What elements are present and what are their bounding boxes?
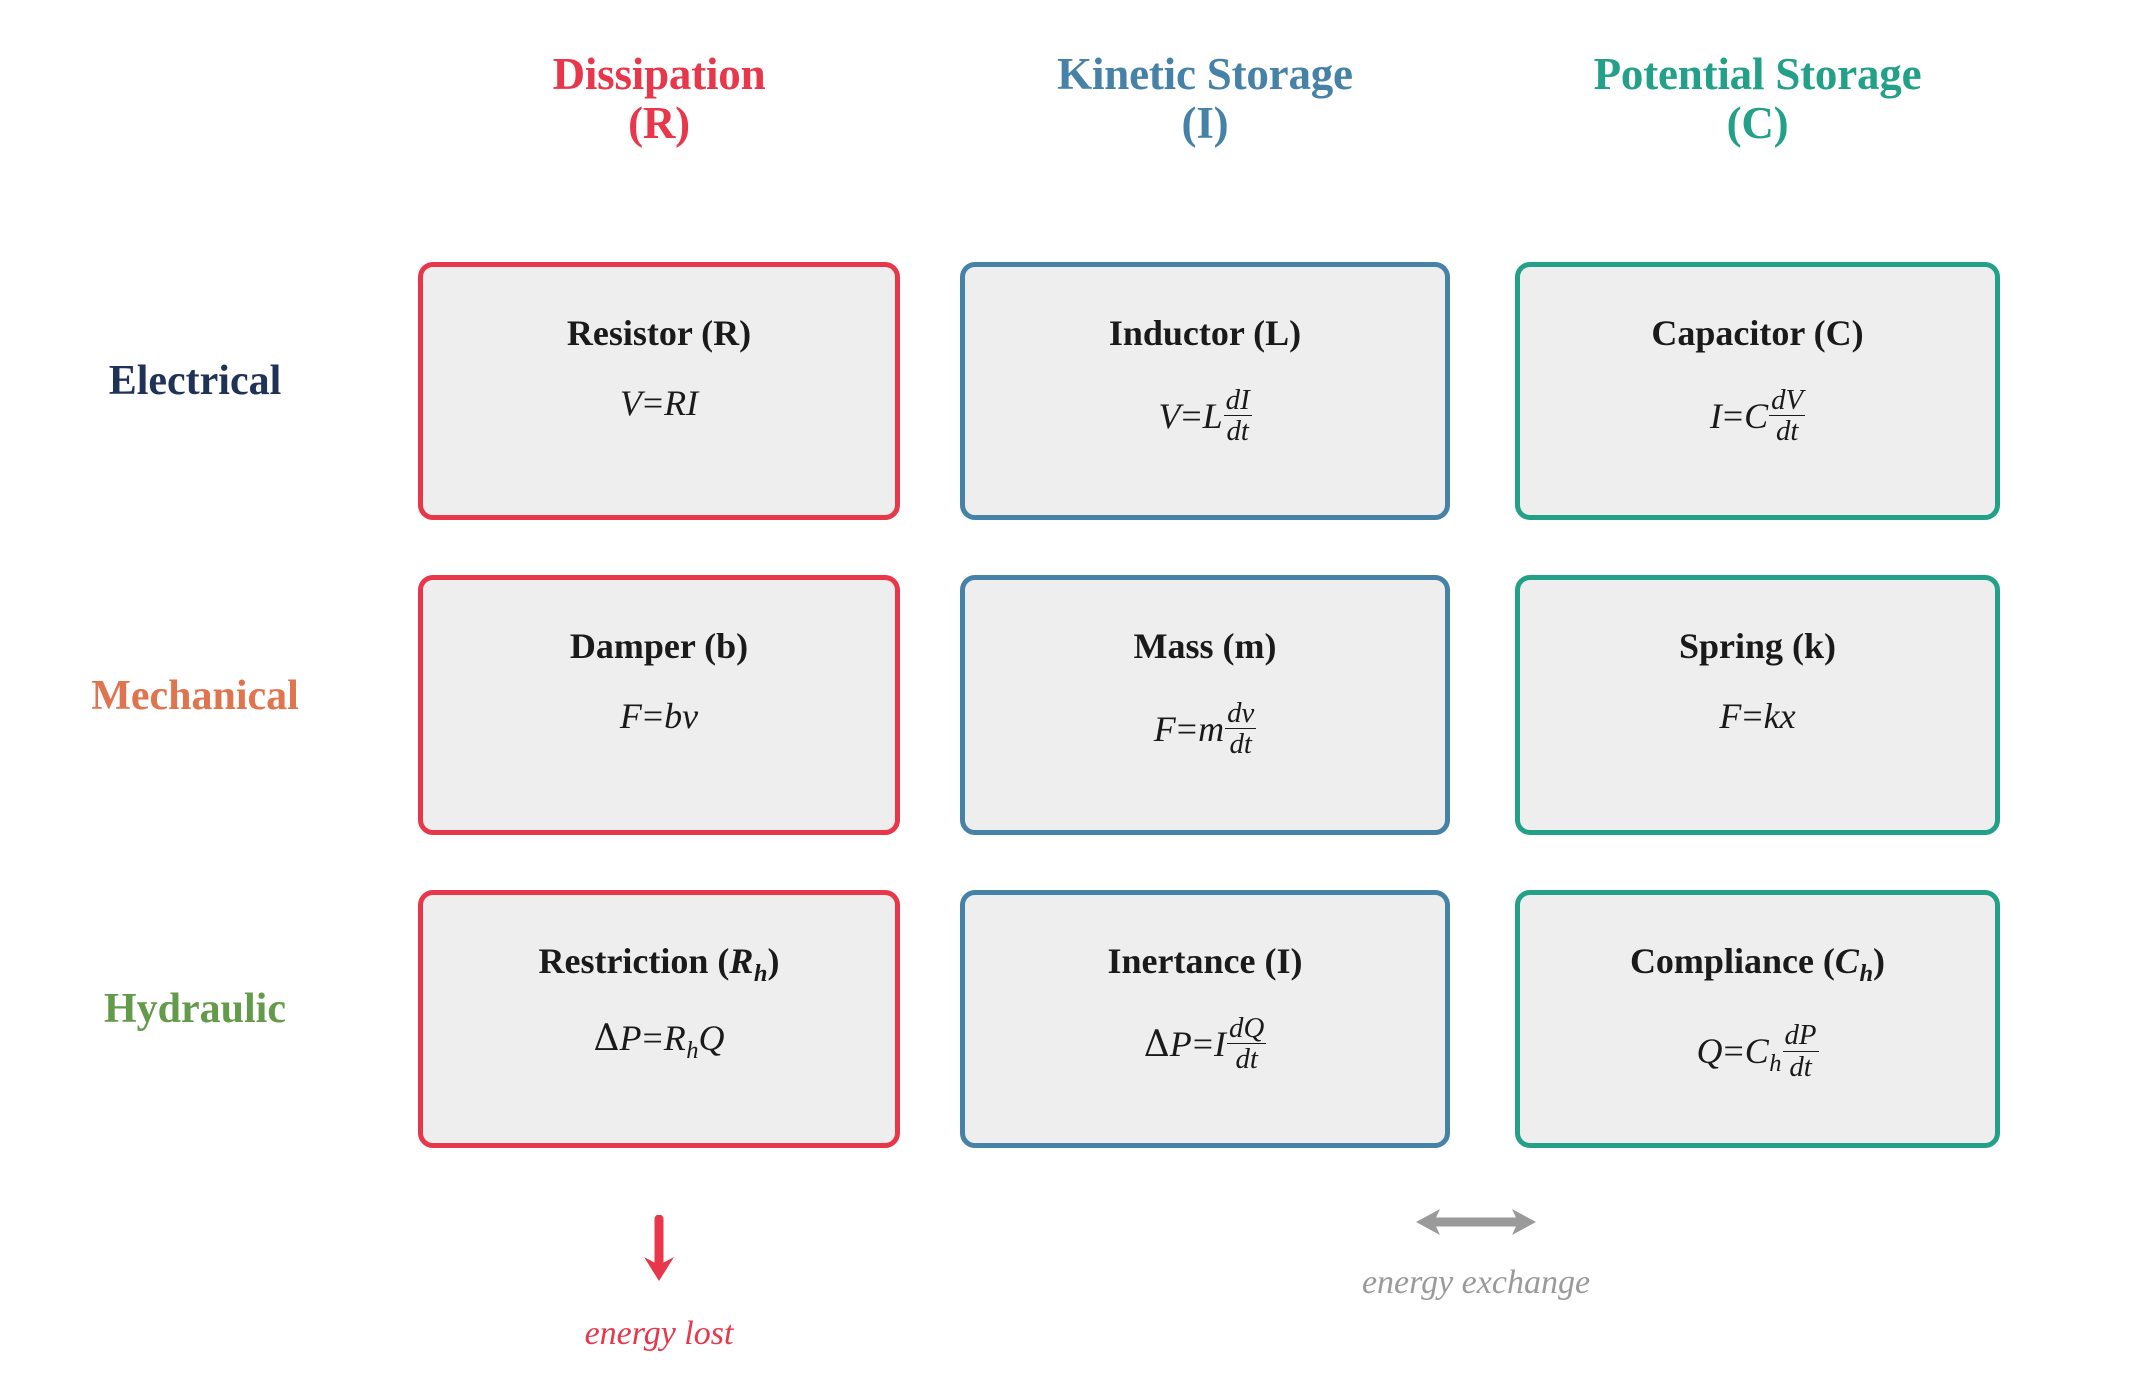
column-header-symbol: (C) — [1726, 97, 1789, 148]
cell-title: Mass (m) — [1133, 626, 1277, 666]
cell-title: Restriction (Rh) — [538, 941, 780, 987]
cell-equation: ΔP=RhQ — [593, 1018, 725, 1065]
row-label-hydraulic: Hydraulic — [103, 986, 286, 1032]
column-header-title: Kinetic Storage — [1057, 49, 1353, 99]
cell-title: Inductor (L) — [1108, 313, 1302, 353]
column-header-kinetic-storage: Kinetic Storage (I) — [960, 50, 1450, 147]
cell-equation: F=kx — [1719, 696, 1796, 736]
cell-hydraulic-potential[interactable]: Compliance (Ch) Q=Ch dP dt — [1515, 890, 2000, 1148]
cell-title: Inertance (I) — [1107, 941, 1303, 981]
arrow-down-icon — [418, 1215, 900, 1287]
cell-equation: F=bv — [619, 696, 699, 736]
cell-title: Spring (k) — [1678, 626, 1837, 666]
column-header-potential-storage: Potential Storage (C) — [1515, 50, 2000, 147]
cell-title: Damper (b) — [569, 626, 749, 666]
row-label-mechanical: Mechanical — [91, 673, 299, 719]
cell-electrical-dissipation[interactable]: Resistor (R) V=RI — [418, 262, 900, 520]
cell-title: Capacitor (C) — [1651, 313, 1864, 353]
cell-mechanical-potential[interactable]: Spring (k) F=kx — [1515, 575, 2000, 835]
row-label-electrical: Electrical — [108, 358, 282, 404]
column-header-title: Dissipation — [552, 49, 766, 99]
cell-electrical-kinetic[interactable]: Inductor (L) V=L dI dt — [960, 262, 1450, 520]
cell-title: Compliance (Ch) — [1629, 941, 1886, 987]
column-header-title: Potential Storage — [1593, 49, 1922, 99]
cell-hydraulic-dissipation[interactable]: Restriction (Rh) ΔP=RhQ — [418, 890, 900, 1148]
cell-mechanical-kinetic[interactable]: Mass (m) F=m dv dt — [960, 575, 1450, 835]
cell-mechanical-dissipation[interactable]: Damper (b) F=bv — [418, 575, 900, 835]
column-header-symbol: (R) — [628, 97, 690, 148]
cell-electrical-potential[interactable]: Capacitor (C) I=C dV dt — [1515, 262, 2000, 520]
arrow-left-right-icon — [1235, 1200, 1717, 1244]
annotation-label: energy exchange — [1361, 1264, 1591, 1301]
cell-equation: V=L dI dt — [1158, 384, 1252, 448]
cell-title: Resistor (R) — [566, 313, 752, 353]
cell-equation: ΔP=I dQ dt — [1143, 1012, 1267, 1076]
column-header-dissipation: Dissipation (R) — [418, 50, 900, 147]
annotation-energy-exchange: energy exchange — [1235, 1200, 1717, 1300]
cell-equation: I=C dV dt — [1709, 384, 1806, 448]
annotation-label: energy lost — [584, 1315, 734, 1352]
annotation-energy-lost: energy lost — [418, 1215, 900, 1351]
cell-equation: F=m dv dt — [1153, 697, 1257, 761]
cell-equation: V=RI — [619, 383, 699, 423]
cell-hydraulic-kinetic[interactable]: Inertance (I) ΔP=I dQ dt — [960, 890, 1450, 1148]
column-header-symbol: (I) — [1181, 97, 1229, 148]
cell-equation: Q=Ch dP dt — [1696, 1019, 1819, 1083]
